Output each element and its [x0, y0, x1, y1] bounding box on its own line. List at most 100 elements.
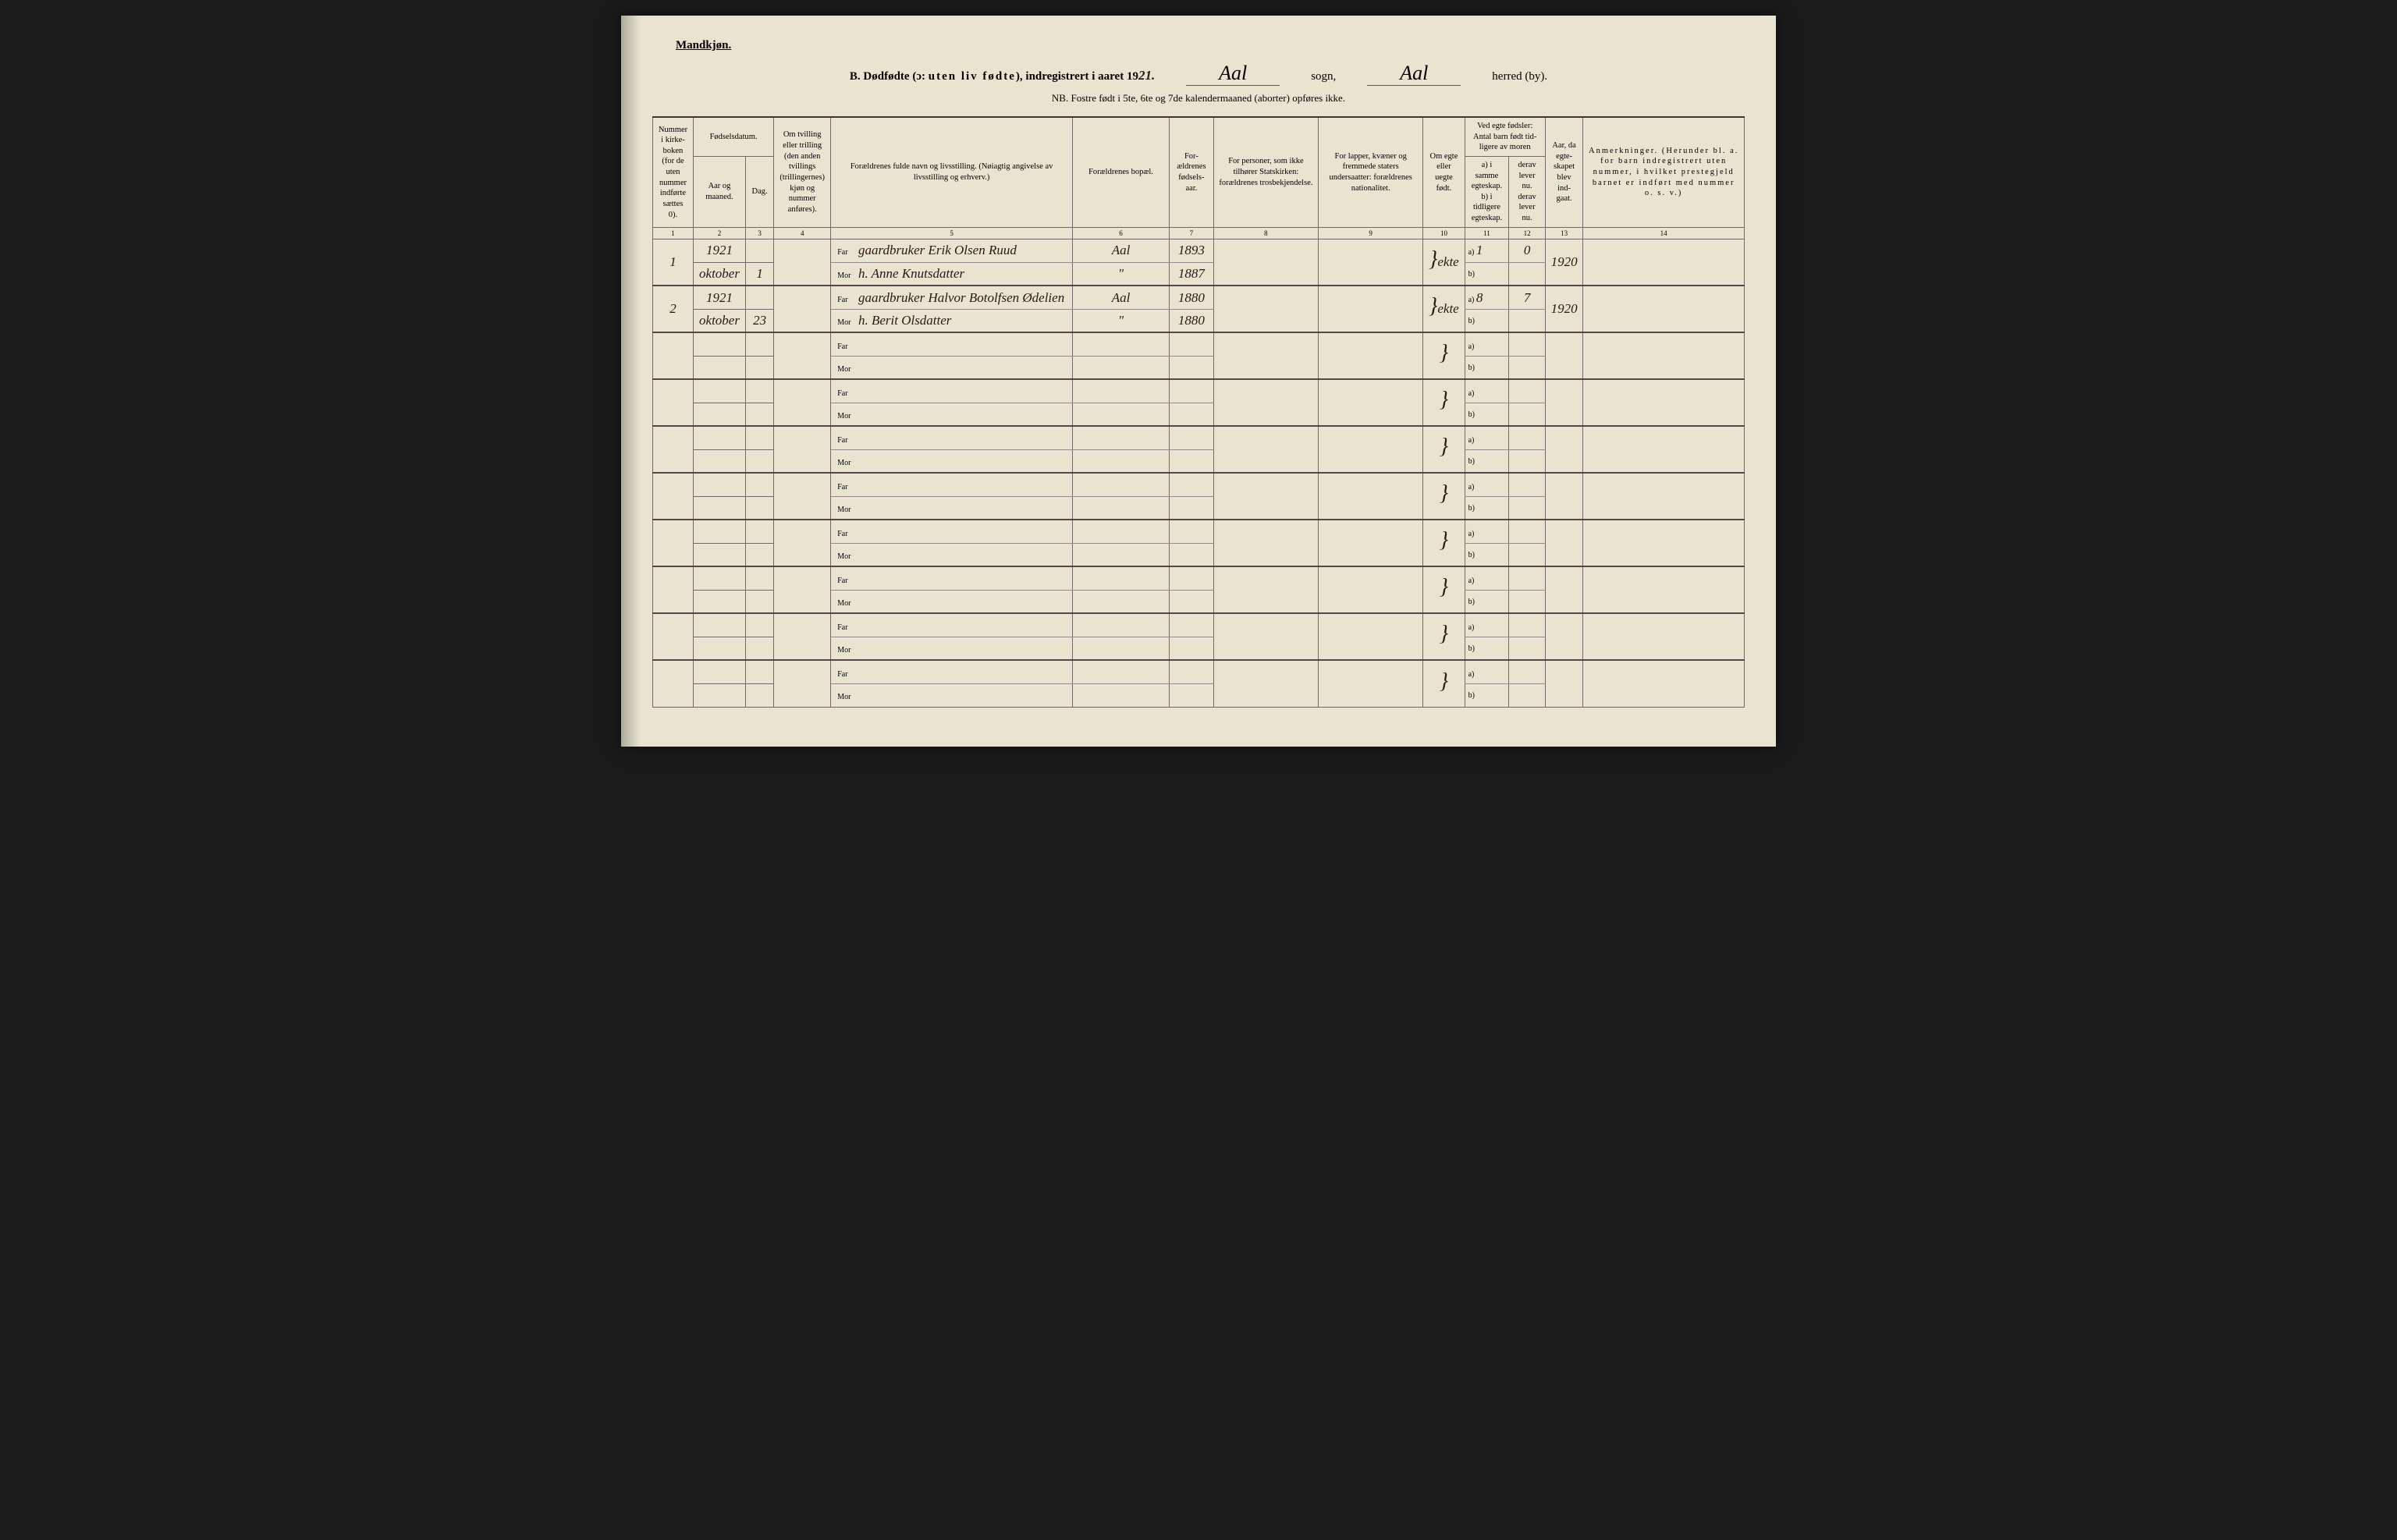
- cell-b-derav: [1509, 590, 1545, 613]
- cell-month: [693, 683, 745, 707]
- cell-a-derav: [1509, 379, 1545, 403]
- cell-aar-egt: [1545, 660, 1583, 707]
- cell-year: [693, 520, 745, 543]
- cell-month: [693, 543, 745, 566]
- cell-a: a): [1465, 660, 1509, 683]
- col-dag: Dag.: [746, 156, 774, 227]
- cell-day-blank: [746, 613, 774, 637]
- cell-mor: Mor: [831, 356, 1073, 379]
- cell-aar-egt: 1920: [1545, 286, 1583, 332]
- cell-month: oktober: [693, 309, 745, 332]
- cell-faar-far: [1169, 613, 1213, 637]
- cell-faar-far: [1169, 520, 1213, 543]
- cell-day: 1: [746, 262, 774, 286]
- col-aar-maaned: Aar og maaned.: [693, 156, 745, 227]
- cell-bopel-far: [1073, 566, 1170, 590]
- cell-year: [693, 473, 745, 496]
- cell-anm: [1583, 286, 1745, 332]
- col-antal-top: Ved egte fødsler: Antal barn født tid-li…: [1465, 117, 1545, 156]
- cell-num: [653, 660, 694, 707]
- col-foreldre: Forældrenes fulde navn og livsstilling. …: [831, 117, 1073, 227]
- cell-far: Far: [831, 426, 1073, 449]
- cell-far: Far: [831, 379, 1073, 403]
- cell-faar-far: [1169, 379, 1213, 403]
- cell-aar-egt: [1545, 473, 1583, 520]
- cell-aar-egt: 1920: [1545, 239, 1583, 286]
- cell-a-derav: [1509, 332, 1545, 356]
- cell-month: [693, 356, 745, 379]
- cell-far: Far: [831, 613, 1073, 637]
- section-letter: B.: [850, 70, 861, 83]
- cell-a-derav: [1509, 660, 1545, 683]
- cell-aar-egt: [1545, 426, 1583, 473]
- cell-tvilling: [774, 379, 831, 426]
- table-row: Far } a): [653, 613, 1745, 637]
- col-nasj: For lapper, kvæner og fremmede staters u…: [1319, 117, 1423, 227]
- cell-far: Far gaardbruker Halvor Botolfsen Ødelien: [831, 286, 1073, 309]
- cell-nasj: [1319, 239, 1423, 286]
- nb-note: NB. Fostre født i 5te, 6te og 7de kalend…: [652, 92, 1745, 105]
- cell-year: [693, 566, 745, 590]
- cell-far: Far gaardbruker Erik Olsen Ruud: [831, 239, 1073, 262]
- cell-b: b): [1465, 590, 1509, 613]
- column-number-row: 1 2 3 4 5 6 7 8 9 10 11 12 13 14: [653, 227, 1745, 239]
- cell-day: [746, 496, 774, 520]
- cell-tros: [1213, 332, 1318, 379]
- herred-value: Aal: [1367, 62, 1461, 86]
- cell-faar-mor: [1169, 543, 1213, 566]
- col-bopel: Forældrenes bopæl.: [1073, 117, 1170, 227]
- cell-nasj: [1319, 473, 1423, 520]
- cell-day-blank: [746, 566, 774, 590]
- cell-tros: [1213, 286, 1318, 332]
- herred-label: herred (by).: [1492, 70, 1547, 83]
- cell-a-derav: 7: [1509, 286, 1545, 309]
- cell-a: a): [1465, 473, 1509, 496]
- cell-day: [746, 449, 774, 473]
- col-tvilling: Om tvilling eller trilling (den anden tv…: [774, 117, 831, 227]
- cell-mor: Mor: [831, 403, 1073, 426]
- cell-mor: Mor: [831, 683, 1073, 707]
- cell-b-derav: [1509, 637, 1545, 660]
- cell-day-blank: [746, 286, 774, 309]
- cell-day-blank: [746, 473, 774, 496]
- cell-egte: }: [1423, 660, 1465, 707]
- col-nummer: Nummer i kirke-boken (for de uten nummer…: [653, 117, 694, 227]
- table-row: Far } a): [653, 473, 1745, 496]
- cell-b-derav: [1509, 543, 1545, 566]
- cell-egte: }: [1423, 566, 1465, 613]
- cell-faar-mor: [1169, 356, 1213, 379]
- cell-num: [653, 332, 694, 379]
- cell-a: a): [1465, 520, 1509, 543]
- table-row: Far } a): [653, 660, 1745, 683]
- cell-month: [693, 403, 745, 426]
- cell-faar-mor: [1169, 403, 1213, 426]
- cell-nasj: [1319, 332, 1423, 379]
- table-row: 2 1921 Far gaardbruker Halvor Botolfsen …: [653, 286, 1745, 309]
- gender-heading: Mandkjøn.: [676, 39, 1745, 52]
- cell-year: [693, 332, 745, 356]
- cell-a: a): [1465, 426, 1509, 449]
- table-row: Far } a): [653, 426, 1745, 449]
- cell-a: a) 8: [1465, 286, 1509, 309]
- cell-anm: [1583, 379, 1745, 426]
- cell-far: Far: [831, 332, 1073, 356]
- cell-year: [693, 379, 745, 403]
- cell-b: b): [1465, 683, 1509, 707]
- cell-b: b): [1465, 496, 1509, 520]
- cell-far: Far: [831, 566, 1073, 590]
- cell-tros: [1213, 239, 1318, 286]
- cell-month: [693, 496, 745, 520]
- cell-a-derav: [1509, 520, 1545, 543]
- cell-egte: }: [1423, 426, 1465, 473]
- cell-mor: Mor: [831, 590, 1073, 613]
- cell-a-derav: [1509, 566, 1545, 590]
- cell-egte: }: [1423, 520, 1465, 566]
- cell-egte: }: [1423, 473, 1465, 520]
- cell-bopel-far: [1073, 332, 1170, 356]
- cell-a: a): [1465, 613, 1509, 637]
- cell-bopel-mor: ": [1073, 309, 1170, 332]
- cell-year: 1921: [693, 286, 745, 309]
- cell-b-derav: [1509, 449, 1545, 473]
- cell-faar-mor: 1887: [1169, 262, 1213, 286]
- cell-aar-egt: [1545, 332, 1583, 379]
